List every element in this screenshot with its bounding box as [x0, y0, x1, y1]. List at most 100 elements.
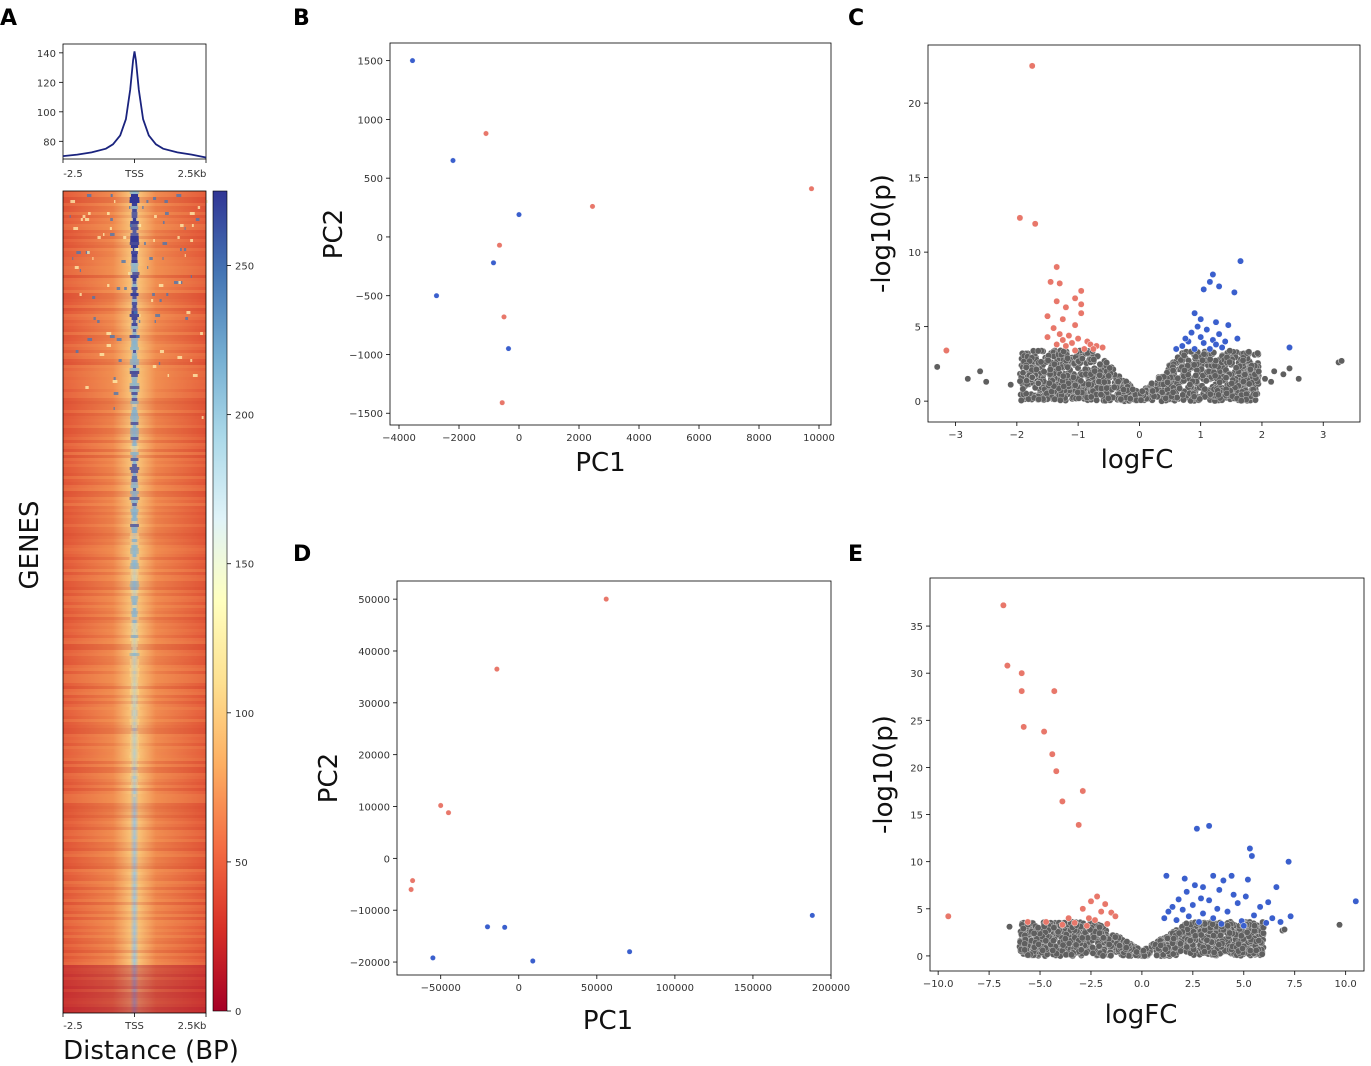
- y-tick-label: 0: [917, 952, 923, 963]
- point-group-blue: [529, 958, 536, 964]
- x-tick-label: 100000: [656, 983, 694, 994]
- heatmap-tss-signal: [132, 554, 137, 557]
- volcano-cloud-point: [1149, 387, 1157, 395]
- x-tick-label: 6000: [686, 433, 711, 444]
- heatmap-fleck: [76, 251, 81, 254]
- heatmap-tss-signal: [132, 218, 137, 221]
- point-group-red: [496, 242, 503, 249]
- profile-axes: 80 100 120 140 -2.5 TSS 2.5Kb: [37, 49, 207, 180]
- heatmap-tss-signal: [129, 389, 140, 392]
- volcano-cloud-point: [1232, 364, 1240, 372]
- volcano-cloud-point: [1120, 386, 1127, 394]
- heatmap-fleck: [99, 353, 105, 356]
- heatmap-tss-signal: [131, 575, 138, 578]
- plot-frame: [927, 44, 1361, 423]
- point-down: [1050, 324, 1058, 332]
- heatmap-row: [63, 776, 206, 779]
- heatmap-tss-signal: [131, 410, 138, 413]
- volcano-cloud-point: [1117, 395, 1125, 403]
- heatmap-row: [63, 614, 206, 617]
- point-down: [1071, 321, 1079, 329]
- heatmap-row: [63, 956, 206, 959]
- heatmap-fleck: [87, 251, 90, 254]
- heatmap-tss-signal: [132, 440, 137, 443]
- y-tick-label: 30: [910, 669, 923, 680]
- heatmap-row: [63, 665, 206, 668]
- profile-y-tick-label: 120: [37, 78, 56, 89]
- point-up: [1193, 825, 1201, 833]
- point-ns-outliers: [1261, 375, 1269, 383]
- heatmap-row: [63, 944, 206, 947]
- volcano-cloud-point: [1103, 359, 1110, 367]
- volcano-cloud-point: [1209, 920, 1216, 928]
- volcano-cloud-point: [1247, 947, 1254, 954]
- point-up: [1185, 912, 1193, 920]
- volcano-cloud-point: [1226, 929, 1234, 937]
- point-group-red: [589, 203, 596, 210]
- heatmap-tss-signal: [129, 371, 140, 374]
- volcano-cloud-point: [1037, 358, 1045, 366]
- x-tick-label: −1: [1071, 430, 1086, 441]
- heatmap-row: [63, 482, 206, 485]
- volcano-cloud-point: [1240, 378, 1247, 385]
- point-down: [1075, 821, 1083, 829]
- y-tick-label: 35: [910, 622, 923, 633]
- heatmap-fleck: [70, 200, 76, 203]
- heatmap-fleck: [110, 218, 113, 221]
- heatmap-tss-signal: [131, 215, 138, 218]
- heatmap-row: [63, 872, 206, 875]
- profile-y-tick-label: 80: [43, 137, 56, 148]
- heatmap-row: [63, 800, 206, 803]
- heatmap-row: [63, 836, 206, 839]
- heatmap-fleck: [162, 257, 164, 260]
- point-down: [1056, 279, 1064, 287]
- volcano-cloud-point: [1032, 366, 1040, 373]
- profile-y-tick-label: 140: [37, 49, 56, 60]
- heatmap-fleck: [133, 311, 138, 314]
- heatmap-row: [63, 830, 206, 833]
- heatmap-tss-signal: [129, 785, 140, 788]
- heatmap-row: [63, 980, 206, 983]
- volcano-cloud-point: [1137, 396, 1145, 404]
- point-up: [1268, 914, 1276, 922]
- volcano-cloud-point: [1197, 931, 1205, 939]
- profile-y-tick-label: 100: [37, 108, 56, 119]
- heatmap-row: [63, 926, 206, 929]
- heatmap-tss-signal: [131, 512, 138, 515]
- point-up: [1173, 916, 1180, 924]
- heatmap-tss-signal: [130, 263, 139, 266]
- heatmap-fleck: [200, 332, 203, 335]
- heatmap-tss-signal: [131, 254, 138, 257]
- point-down: [1077, 300, 1085, 308]
- heatmap-tss-signal: [132, 404, 137, 407]
- heatmap-tss-signal: [129, 707, 140, 710]
- heatmap-tss-signal: [132, 713, 137, 716]
- heatmap-fleck: [184, 227, 186, 230]
- heatmap-row: [63, 842, 206, 845]
- x-axis-label: logFC: [1101, 445, 1174, 475]
- heatmap-fleck: [190, 239, 194, 242]
- heatmap-row: [63, 938, 206, 941]
- heatmap-row: [63, 419, 206, 422]
- heatmap-row: [63, 791, 206, 794]
- colorbar-axis: 0 50 100 150 200 250: [227, 262, 254, 1018]
- heatmap-tss-signal: [132, 278, 137, 281]
- heatmap-tss-signal: [131, 770, 138, 773]
- point-down: [1020, 723, 1028, 731]
- point-ns-outliers: [1270, 367, 1278, 375]
- point-up: [1272, 883, 1280, 891]
- point-down: [1053, 297, 1061, 305]
- heatmap-tss-signal: [130, 458, 139, 461]
- y-tick-label: −1000: [349, 350, 383, 361]
- point-down: [1101, 900, 1109, 908]
- heatmap-tss-signal: [131, 761, 138, 764]
- heatmap-row: [63, 1001, 206, 1004]
- volcano-cloud-point: [1087, 393, 1095, 401]
- heatmap-fleck: [124, 287, 127, 290]
- point-group-blue: [450, 157, 456, 164]
- heatmap-tss-signal: [131, 449, 138, 452]
- volcano-cloud-point: [1034, 347, 1042, 355]
- x-tick-label: 0: [516, 433, 522, 444]
- heatmap-row: [63, 656, 206, 659]
- heatmap-row: [63, 887, 206, 890]
